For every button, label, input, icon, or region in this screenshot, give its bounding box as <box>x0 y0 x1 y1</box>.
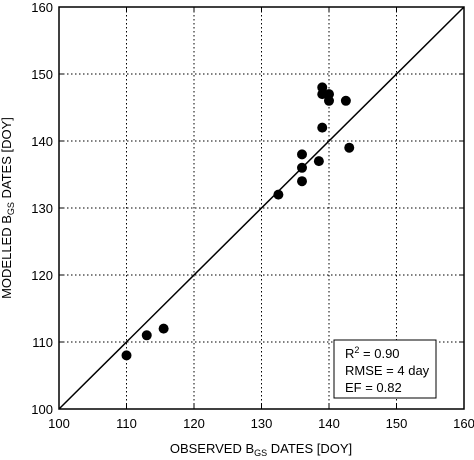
x-tick-label-100: 100 <box>48 416 70 431</box>
x-tick-label-160: 160 <box>453 416 474 431</box>
stats-rmse: RMSE = 4 day <box>345 363 430 378</box>
x-axis-label: OBSERVED BGS DATES [DOY] <box>170 441 352 458</box>
y-axis-label: MODELLED BGS DATES [DOY] <box>0 117 16 299</box>
data-point-8 <box>313 156 324 167</box>
data-point-3 <box>158 323 169 334</box>
stats-ef: EF = 0.82 <box>345 380 402 395</box>
data-point-7 <box>297 149 307 160</box>
x-tick-label-150: 150 <box>386 416 408 431</box>
data-point-4 <box>273 189 284 200</box>
y-tick-label-100: 100 <box>31 402 53 417</box>
data-points <box>121 82 355 361</box>
stats-box: R2 = 0.90 RMSE = 4 day EF = 0.82 <box>333 339 437 399</box>
data-point-15 <box>344 142 355 153</box>
stats-box-border <box>333 339 437 399</box>
y-tick-label-160: 160 <box>31 0 53 15</box>
x-tick-label-110: 110 <box>116 416 137 431</box>
one-to-one-line <box>58 6 465 410</box>
y-tick-label-140: 140 <box>31 134 53 149</box>
stats-r-squared: R2 = 0.90 <box>345 345 400 361</box>
data-point-2 <box>141 330 152 341</box>
data-point-1 <box>121 350 132 361</box>
data-point-11 <box>317 82 328 93</box>
x-tick-label-130: 130 <box>251 416 273 431</box>
data-point-13 <box>324 89 334 100</box>
x-tick-label-140: 140 <box>318 416 340 431</box>
y-tick-label-120: 120 <box>31 268 53 283</box>
data-point-5 <box>297 176 307 187</box>
x-tick-label-120: 120 <box>183 416 205 431</box>
y-tick-label-110: 110 <box>32 335 53 350</box>
data-point-6 <box>297 162 307 173</box>
y-tick-label-130: 130 <box>31 201 53 216</box>
data-point-9 <box>317 122 328 133</box>
y-tick-label-150: 150 <box>31 67 53 82</box>
y-axis-ticks: 100 110 120 130 140 150 160 <box>31 0 464 417</box>
reference-line-layer <box>58 6 465 410</box>
data-point-14 <box>340 95 351 106</box>
x-axis-ticks: 100 110 120 130 140 150 160 <box>48 7 474 431</box>
